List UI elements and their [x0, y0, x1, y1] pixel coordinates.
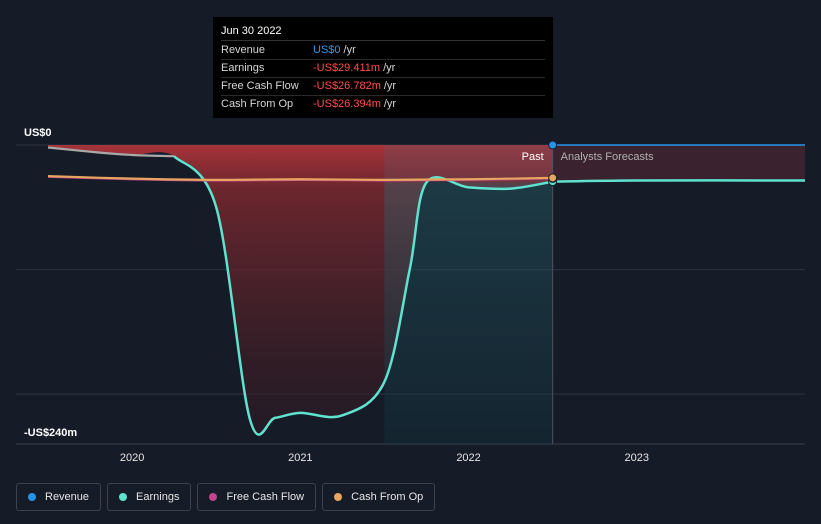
tooltip-label: Cash From Op	[221, 98, 294, 110]
legend-item-earnings[interactable]: Earnings	[107, 483, 192, 511]
tooltip-row: Earnings -US$29.411m /yr	[221, 60, 545, 78]
x-tick-label: 2021	[288, 452, 312, 464]
tooltip-unit: /yr	[383, 98, 397, 110]
legend-item-free-cash-flow[interactable]: Free Cash Flow	[197, 483, 317, 511]
tooltip-label: Free Cash Flow	[221, 80, 299, 92]
x-tick-label: 2023	[625, 452, 649, 464]
y-tick-label: -US$240m	[24, 427, 77, 439]
tooltip-value: -US$26.394m	[313, 98, 381, 110]
tooltip-row: Free Cash Flow -US$26.782m /yr	[221, 78, 545, 96]
chart-labels: US$0 -US$240m 2020 2021 2022 2023 Past Analysts…	[24, 127, 654, 464]
legend-label: Free Cash Flow	[226, 491, 305, 503]
revenue-point	[548, 140, 558, 150]
y-tick-label: US$0	[24, 127, 52, 139]
tooltip-unit: /yr	[343, 44, 356, 56]
tooltip-value: -US$26.782m	[313, 80, 381, 92]
legend: Revenue Earnings Free Cash Flow Cash Fro…	[16, 483, 436, 511]
x-tick-label: 2020	[120, 452, 144, 464]
revenue-dot-icon	[28, 493, 36, 501]
tooltip-unit: /yr	[383, 80, 397, 92]
past-label: Past	[522, 151, 544, 163]
free-cash-flow-dot-icon	[209, 493, 218, 501]
legend-label: Revenue	[45, 491, 90, 503]
earnings-fill	[48, 145, 553, 435]
tooltip-label: Revenue	[221, 44, 266, 56]
cash-from-op-point	[548, 173, 558, 183]
tooltip-row: Revenue US$0 /yr	[221, 42, 545, 60]
cash-from-op-line	[47, 175, 553, 181]
tooltip-date: Jun 30 2022	[221, 23, 545, 41]
tooltip-value: -US$29.411m	[313, 62, 381, 74]
legend-label: Earnings	[136, 491, 180, 503]
x-tick-label: 2022	[456, 452, 480, 464]
earnings-line	[173, 155, 553, 436]
forecast-band	[552, 145, 805, 181]
tooltip-row: Cash From Op -US$26.394m /yr	[221, 96, 545, 113]
tooltip-unit: /yr	[383, 62, 396, 74]
earnings-line-early	[47, 146, 175, 158]
tooltip: Jun 30 2022 Revenue US$0 /yr Earnings -U…	[213, 17, 553, 118]
earnings-dot-icon	[119, 493, 128, 501]
tooltip-label: Earnings	[221, 62, 265, 74]
recent-band	[384, 145, 553, 183]
legend-label: Cash From Op	[351, 491, 424, 503]
earnings-area	[48, 145, 805, 444]
tooltip-value: US$0	[313, 44, 341, 56]
legend-item-revenue[interactable]: Revenue	[16, 483, 102, 511]
cash-from-op-dot-icon	[334, 493, 343, 501]
forecast-label: Analysts Forecasts	[561, 151, 654, 163]
earnings-forecast-line	[552, 179, 806, 183]
recent-fill	[384, 182, 553, 444]
legend-item-cash-from-op[interactable]: Cash From Op	[322, 483, 436, 511]
series-lines	[47, 140, 806, 436]
